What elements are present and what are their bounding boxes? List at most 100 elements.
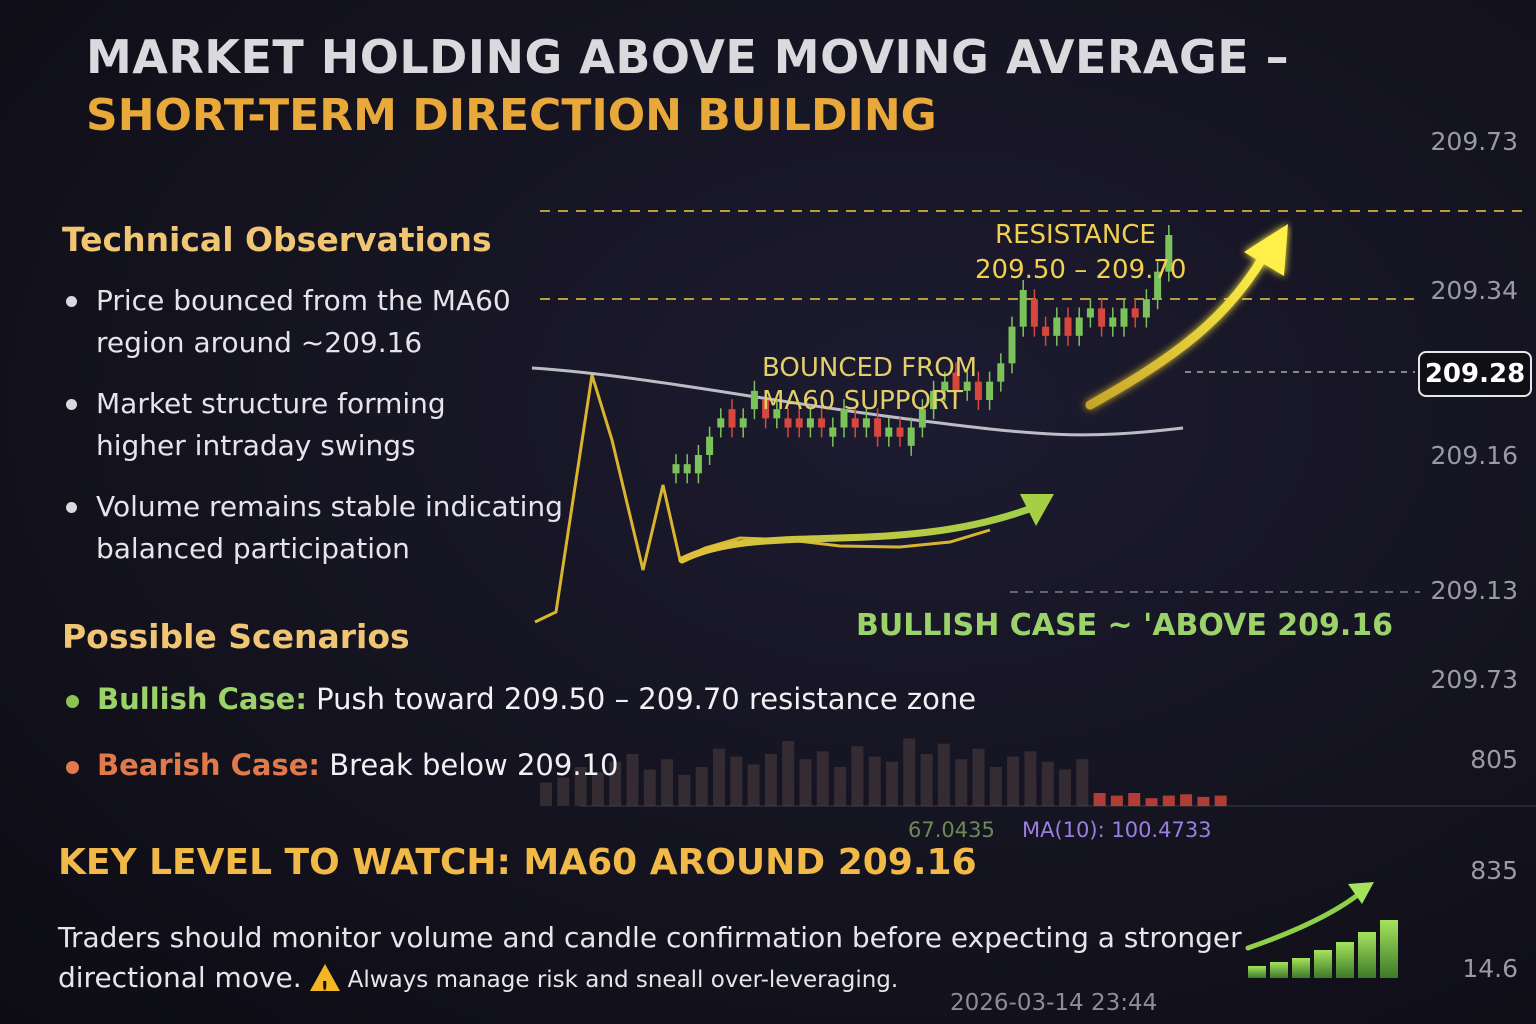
volume-bar (972, 748, 985, 806)
candle-body (1165, 235, 1173, 272)
candle-body (1131, 308, 1139, 318)
bearish-dot (66, 760, 79, 774)
mini-growth-arrow-head (1348, 882, 1374, 904)
candle-body (728, 409, 736, 428)
bounce-annotation: BOUNCED FROM MA60 SUPPORT (762, 353, 978, 416)
candle-body (963, 381, 971, 391)
ma10-readout: MA(10): 100.4733 (1022, 818, 1212, 842)
candle-body (885, 427, 893, 437)
volume-bar (1110, 795, 1123, 806)
candle-body (986, 381, 994, 400)
candle-body (930, 390, 938, 410)
candle-body (1109, 317, 1117, 327)
candle-body (773, 409, 781, 419)
candle-body (750, 390, 758, 410)
observation-item: Price bounced from the MA60 region aroun… (66, 280, 511, 364)
candle-body (784, 418, 792, 428)
volume-bar (782, 741, 795, 806)
candle-body (952, 372, 960, 391)
bounce-arrow-head (1020, 494, 1054, 526)
bullish-text: Push toward 209.50 – 209.70 resistance z… (316, 682, 977, 716)
candle-body (941, 381, 949, 391)
mini-growth-bar (1248, 966, 1266, 978)
candle-body (1030, 299, 1038, 327)
candle-body (1142, 299, 1150, 318)
volume-bar (557, 777, 570, 806)
volume-bar (816, 751, 829, 806)
candle-body (1019, 290, 1027, 327)
volume-bar (695, 767, 708, 806)
breakout-arrow (1085, 240, 1275, 410)
candle-body (818, 418, 826, 428)
volume-bar (1197, 796, 1210, 806)
volume-bar (661, 759, 674, 806)
bullish-scenario: Bullish Case: Push toward 209.50 – 209.7… (66, 682, 976, 716)
candle-body (840, 409, 848, 428)
candle-body (918, 409, 926, 428)
volume-axis-label: 805 (1470, 745, 1518, 774)
candle-body (795, 418, 803, 428)
candle-body (997, 363, 1005, 382)
key-level-heading: KEY LEVEL TO WATCH: MA60 AROUND 209.16 (58, 842, 977, 883)
mini-growth-bar (1314, 950, 1332, 978)
candle-body (717, 418, 725, 428)
bullish-label: Bullish Case: (97, 682, 307, 716)
warning-icon: ! (309, 964, 340, 999)
candle-body (806, 418, 814, 428)
volume-bar (1024, 751, 1037, 806)
volume-bar (1007, 756, 1020, 806)
volume-bar (747, 764, 760, 806)
observation-item: Volume remains stable indicating balance… (66, 486, 563, 570)
volume-bar (1128, 793, 1141, 806)
volume-bar (1162, 795, 1175, 806)
price-axis-label: 209.73 (1430, 127, 1518, 156)
volume-bar (591, 772, 604, 806)
footer-note: Traders should monitor volume and candle… (58, 921, 1242, 999)
volume-bar (1093, 793, 1106, 806)
volume-bar (989, 767, 1002, 806)
observation-item: Market structure forming higher intraday… (66, 383, 446, 467)
candle-body (706, 436, 714, 455)
candle-body (1086, 308, 1094, 318)
candle-body (1042, 326, 1050, 336)
candle-body (1075, 317, 1083, 336)
price-axis-label: 209.13 (1430, 576, 1518, 605)
volume-bar (903, 738, 916, 806)
page-title: MARKET HOLDING ABOVE MOVING AVERAGE – (86, 30, 1290, 84)
mini-growth-arrow (1245, 887, 1367, 951)
volume-axis-label: 14.6 (1462, 954, 1518, 983)
bearish-label: Bearish Case: (97, 748, 320, 782)
bullet-dot (66, 296, 77, 307)
candle-body (829, 427, 837, 437)
candle-body (739, 418, 747, 428)
volume-bar (730, 756, 743, 806)
mini-growth-bar (1336, 942, 1354, 978)
price-axis-label: 209.73 (1430, 665, 1518, 694)
mini-growth-bar (1358, 932, 1376, 978)
volume-bar (799, 759, 812, 806)
volume-bar (764, 754, 777, 806)
volume-bar (834, 767, 847, 806)
volume-bar (886, 761, 898, 806)
candle-body (683, 464, 691, 474)
mini-growth-bar (1292, 958, 1310, 978)
current-price-tag: 209.28 (1418, 351, 1532, 397)
ma60-line (531, 366, 1184, 437)
volume-bar (851, 746, 864, 806)
candle-body (907, 427, 915, 446)
volume-readout: 67.0435 (908, 818, 995, 842)
candle-body (862, 418, 870, 428)
volume-bar (1041, 761, 1054, 806)
chart-timestamp: 2026-03-14 23:44 (950, 990, 1158, 1016)
volume-bar (713, 748, 725, 806)
mini-growth-bar (1380, 920, 1398, 978)
price-axis-label: 209.16 (1430, 441, 1518, 470)
volume-bar (920, 754, 933, 806)
candle-body (851, 418, 859, 428)
page-subtitle: SHORT-TERM DIRECTION BUILDING (86, 90, 937, 141)
bullish-dot (66, 694, 79, 708)
risk-warning: Always manage risk and sneall over-lever… (347, 967, 899, 993)
volume-bar (1214, 795, 1227, 806)
resistance-range-label: 209.50 – 209.70 (975, 255, 1187, 285)
